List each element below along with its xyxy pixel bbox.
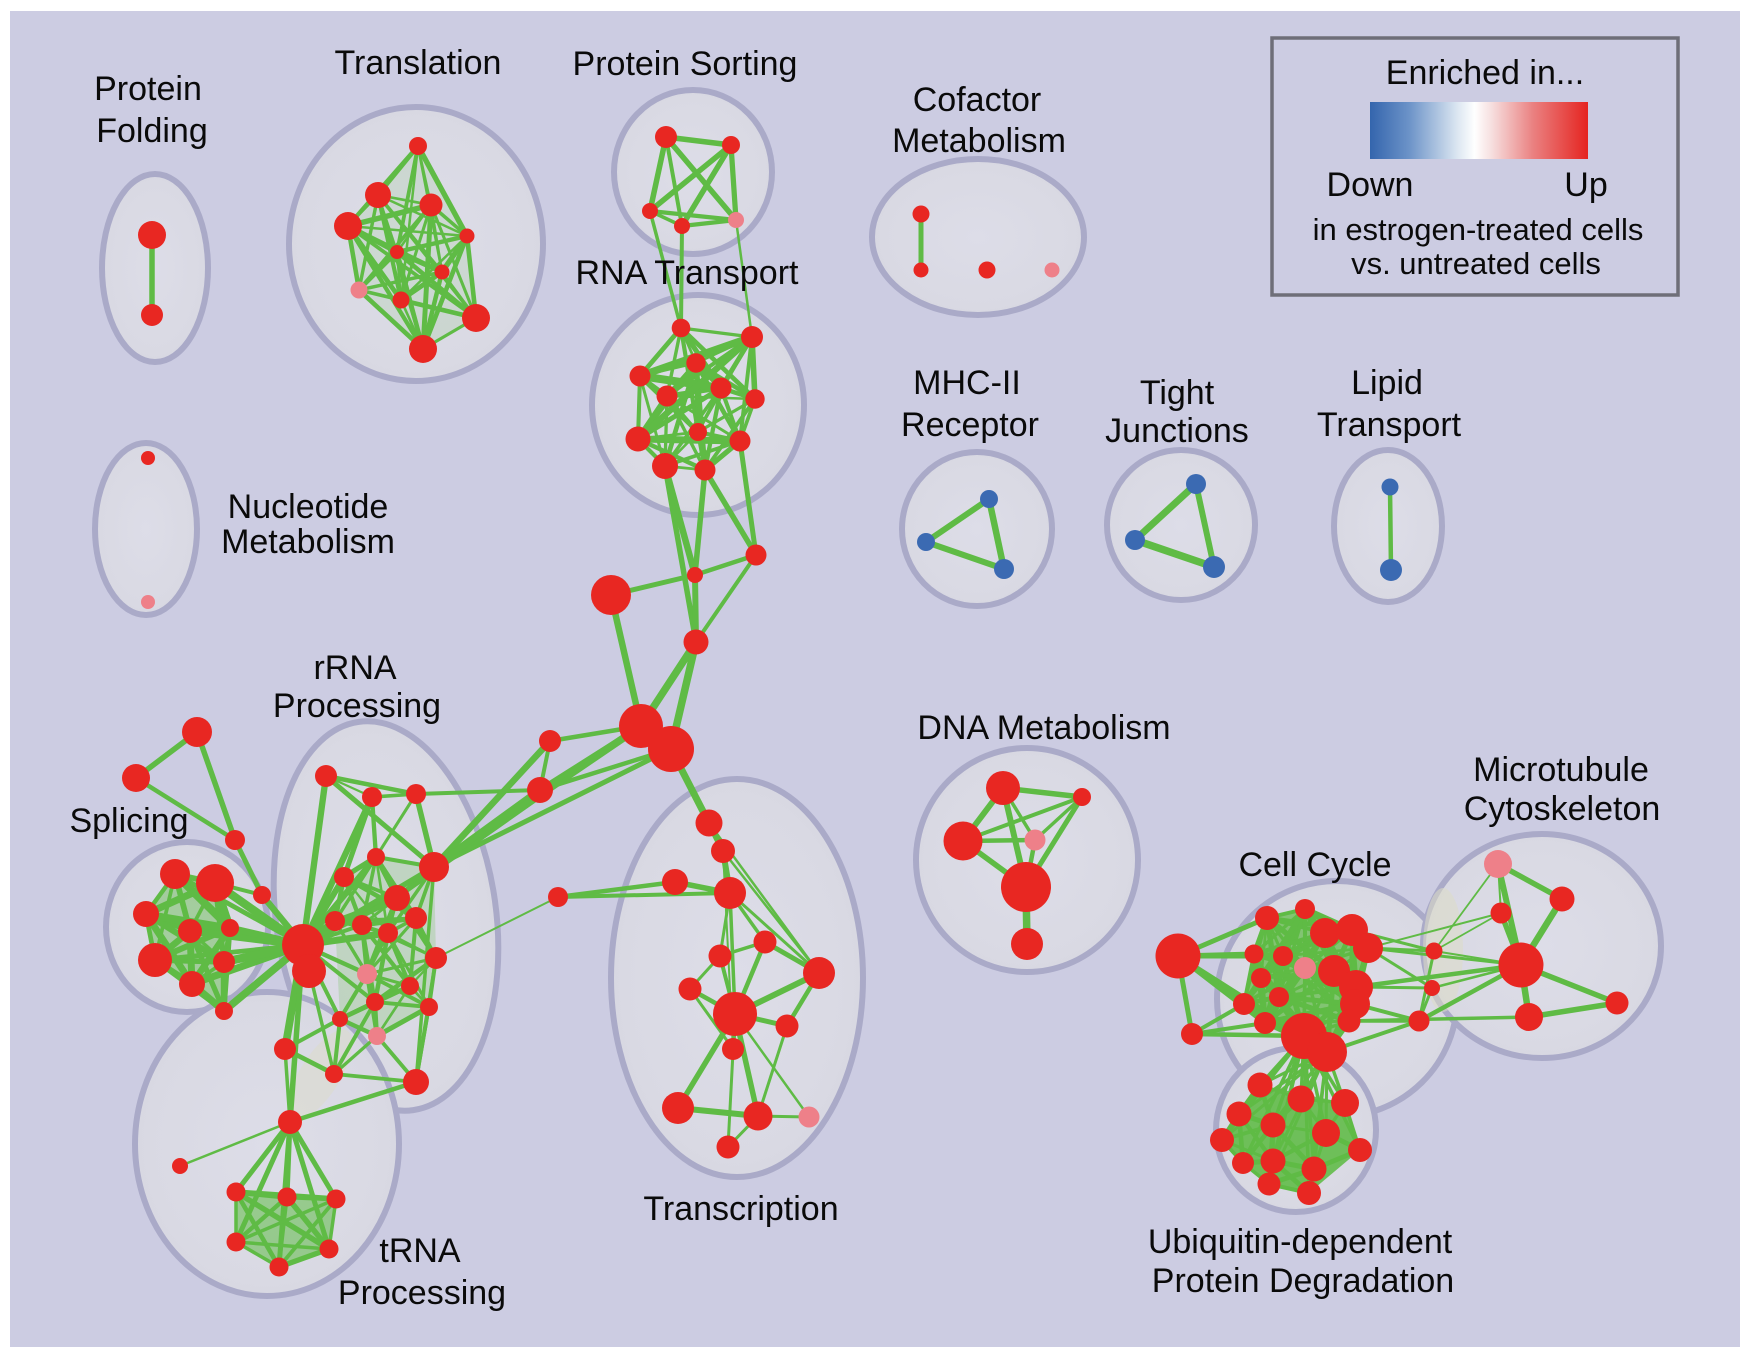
- svg-text:Cofactor: Cofactor: [913, 81, 1042, 119]
- svg-text:Lipid: Lipid: [1351, 364, 1423, 402]
- svg-text:Receptor: Receptor: [901, 406, 1039, 444]
- svg-text:Metabolism: Metabolism: [221, 523, 395, 561]
- svg-text:Tight: Tight: [1140, 374, 1215, 412]
- svg-text:Processing: Processing: [338, 1274, 506, 1312]
- svg-text:Up: Up: [1564, 166, 1607, 204]
- svg-text:DNA Metabolism: DNA Metabolism: [917, 709, 1170, 747]
- svg-text:Transcription: Transcription: [643, 1190, 838, 1228]
- svg-text:vs. untreated cells: vs. untreated cells: [1351, 246, 1601, 281]
- svg-text:Nucleotide: Nucleotide: [228, 488, 389, 526]
- svg-text:Translation: Translation: [335, 44, 502, 82]
- svg-text:Metabolism: Metabolism: [892, 122, 1066, 160]
- svg-text:in estrogen-treated cells: in estrogen-treated cells: [1313, 212, 1644, 247]
- svg-text:Folding: Folding: [96, 112, 208, 150]
- svg-text:rRNA: rRNA: [313, 649, 396, 687]
- svg-text:Transport: Transport: [1317, 406, 1462, 444]
- svg-text:MHC-II: MHC-II: [913, 364, 1021, 402]
- svg-text:tRNA: tRNA: [379, 1232, 461, 1270]
- svg-text:Cell Cycle: Cell Cycle: [1238, 846, 1391, 884]
- svg-text:Enriched in...: Enriched in...: [1386, 54, 1584, 92]
- svg-text:Microtubule: Microtubule: [1473, 751, 1649, 789]
- svg-text:Protein Sorting: Protein Sorting: [573, 45, 798, 83]
- svg-text:Cytoskeleton: Cytoskeleton: [1464, 790, 1661, 828]
- svg-text:RNA Transport: RNA Transport: [576, 254, 800, 292]
- svg-text:Protein: Protein: [94, 70, 202, 108]
- svg-text:Junctions: Junctions: [1105, 412, 1249, 450]
- svg-text:Ubiquitin-dependent: Ubiquitin-dependent: [1148, 1223, 1453, 1261]
- svg-text:Down: Down: [1327, 166, 1414, 204]
- svg-text:Processing: Processing: [273, 687, 441, 725]
- svg-text:Splicing: Splicing: [69, 802, 188, 840]
- svg-text:Protein Degradation: Protein Degradation: [1152, 1262, 1454, 1300]
